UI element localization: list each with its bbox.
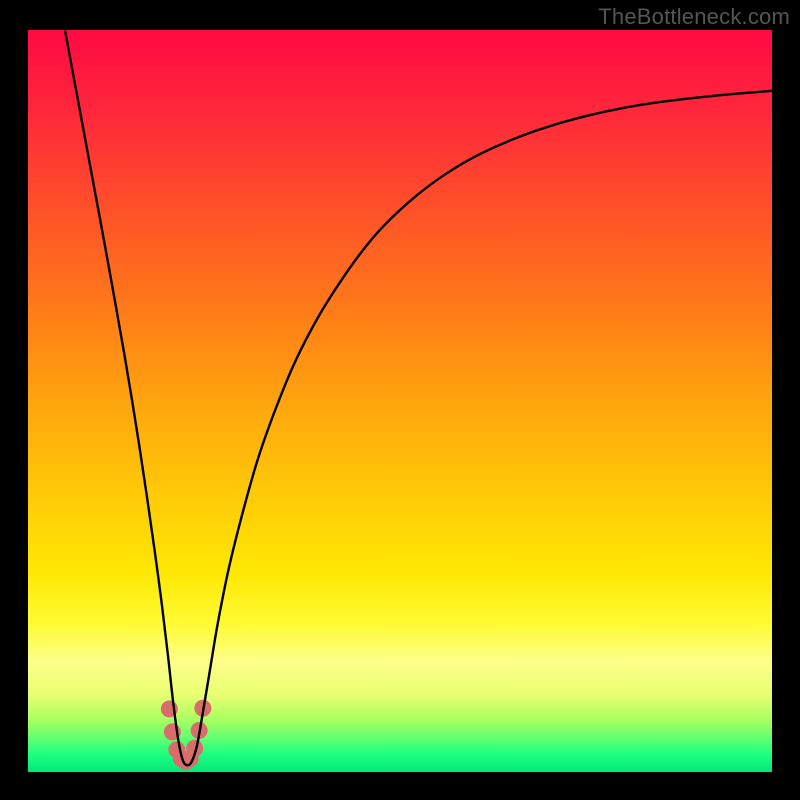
chart-stage: TheBottleneck.com <box>0 0 800 800</box>
plot-background <box>28 30 772 772</box>
bottleneck-chart <box>0 0 800 800</box>
watermark-label: TheBottleneck.com <box>598 4 790 30</box>
